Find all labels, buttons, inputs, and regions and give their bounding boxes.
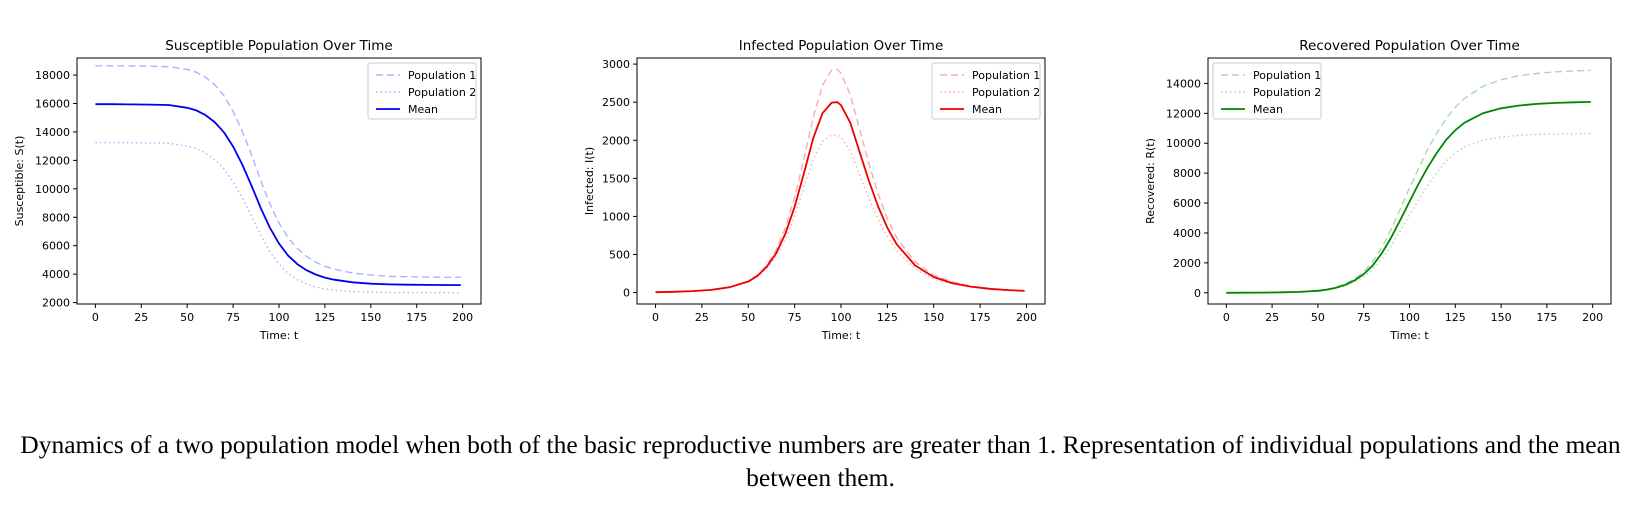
x-tick-label: 125 xyxy=(1445,311,1466,324)
legend-label: Population 2 xyxy=(972,86,1040,99)
y-axis-label: Infected: I(t) xyxy=(583,147,596,215)
x-axis-label: Time: t xyxy=(821,329,861,342)
legend-label: Mean xyxy=(1253,103,1283,116)
legend: Population 1 Population 2 Mean xyxy=(931,62,1041,120)
legend-label: Population 1 xyxy=(972,69,1040,82)
x-tick-label: 50 xyxy=(741,311,755,324)
legend-label: Mean xyxy=(972,103,1002,116)
chart-title: Susceptible Population Over Time xyxy=(165,38,392,54)
chart-panel-2: Infected Population Over Time 0 25 50 75 100 1… xyxy=(583,38,1046,342)
x-tick-label: 75 xyxy=(788,311,802,324)
y-tick-label: 2500 xyxy=(602,96,630,109)
legend-label: Population 1 xyxy=(408,69,476,82)
x-tick-label: 100 xyxy=(831,311,852,324)
y-tick-label: 1000 xyxy=(602,210,630,223)
legend-frame xyxy=(367,62,477,120)
x-axis-label: Time: t xyxy=(259,329,299,342)
y-axis-label: Recovered: R(t) xyxy=(1144,138,1157,224)
x-tick-label: 175 xyxy=(1536,311,1557,324)
x-tick-label: 0 xyxy=(1223,311,1230,324)
x-tick-label: 0 xyxy=(92,311,99,324)
x-tick-label: 75 xyxy=(226,311,240,324)
charts-figure: Susceptible Population Over Time 0 25 50 75 1… xyxy=(13,38,1612,342)
figure-caption: Dynamics of a two population model when … xyxy=(20,430,1621,492)
chart-title: Recovered Population Over Time xyxy=(1299,38,1520,54)
y-tick-label: 12000 xyxy=(35,154,70,167)
y-tick-label: 4000 xyxy=(1173,227,1201,240)
y-tick-label: 500 xyxy=(609,248,630,261)
x-tick-label: 75 xyxy=(1357,311,1371,324)
y-tick-label: 14000 xyxy=(1166,77,1201,90)
y-tick-label: 8000 xyxy=(1173,167,1201,180)
legend-label: Population 2 xyxy=(1253,86,1321,99)
x-tick-label: 150 xyxy=(1491,311,1512,324)
y-tick-label: 4000 xyxy=(42,268,70,281)
y-tick-label: 2000 xyxy=(602,134,630,147)
x-tick-label: 100 xyxy=(269,311,290,324)
y-tick-label: 1500 xyxy=(602,172,630,185)
x-tick-label: 125 xyxy=(314,311,335,324)
x-tick-label: 100 xyxy=(1399,311,1420,324)
x-tick-label: 0 xyxy=(652,311,659,324)
x-tick-label: 200 xyxy=(1582,311,1603,324)
y-tick-label: 10000 xyxy=(1166,137,1201,150)
series-line-population-2 xyxy=(95,141,461,294)
x-tick-label: 25 xyxy=(134,311,148,324)
y-tick-label: 0 xyxy=(1194,287,1201,300)
chart-panel-1: Susceptible Population Over Time 0 25 50 75 1… xyxy=(13,38,482,342)
x-tick-label: 150 xyxy=(923,311,944,324)
y-tick-label: 0 xyxy=(623,287,630,300)
legend-label: Mean xyxy=(408,103,438,116)
x-tick-label: 200 xyxy=(1016,311,1037,324)
legend-frame xyxy=(1212,62,1322,120)
series-line-population-2 xyxy=(655,134,1025,293)
legend: Population 1 Population 2 Mean xyxy=(1212,62,1322,120)
legend-label: Population 1 xyxy=(1253,69,1321,82)
y-tick-label: 6000 xyxy=(42,240,70,253)
x-tick-label: 50 xyxy=(180,311,194,324)
x-tick-label: 175 xyxy=(406,311,427,324)
legend: Population 1 Population 2 Mean xyxy=(367,62,477,120)
y-tick-label: 2000 xyxy=(42,297,70,310)
y-axis-label: Susceptible: S(t) xyxy=(13,136,26,227)
y-tick-label: 16000 xyxy=(35,98,70,111)
x-tick-label: 150 xyxy=(360,311,381,324)
y-tick-label: 6000 xyxy=(1173,197,1201,210)
y-tick-label: 14000 xyxy=(35,126,70,139)
x-tick-label: 25 xyxy=(1265,311,1279,324)
series-line-population-1 xyxy=(95,65,461,278)
legend-label: Population 2 xyxy=(408,86,476,99)
y-tick-label: 12000 xyxy=(1166,107,1201,120)
series-line-mean xyxy=(95,103,461,286)
series-line-population-1 xyxy=(1226,69,1591,294)
series-line-population-2 xyxy=(1226,132,1591,294)
x-axis-label: Time: t xyxy=(1389,329,1429,342)
y-tick-label: 2000 xyxy=(1173,257,1201,270)
legend-frame xyxy=(931,62,1041,120)
x-tick-label: 125 xyxy=(877,311,898,324)
x-tick-label: 200 xyxy=(452,311,473,324)
chart-panel-3: Recovered Population Over Time 0 25 50 75 100… xyxy=(1144,38,1612,342)
chart-title: Infected Population Over Time xyxy=(739,38,944,54)
y-tick-label: 3000 xyxy=(602,58,630,71)
series-line-mean xyxy=(655,101,1025,294)
y-tick-label: 10000 xyxy=(35,183,70,196)
y-tick-label: 8000 xyxy=(42,211,70,224)
x-tick-label: 50 xyxy=(1311,311,1325,324)
x-tick-label: 175 xyxy=(970,311,991,324)
y-tick-label: 18000 xyxy=(35,69,70,82)
series-line-mean xyxy=(1226,101,1591,294)
x-tick-label: 25 xyxy=(695,311,709,324)
